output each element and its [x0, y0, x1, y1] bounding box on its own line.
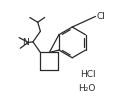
Text: N: N: [22, 38, 29, 47]
Text: Cl: Cl: [97, 12, 105, 21]
Text: HCl: HCl: [80, 70, 95, 79]
Text: H₂O: H₂O: [78, 84, 96, 93]
